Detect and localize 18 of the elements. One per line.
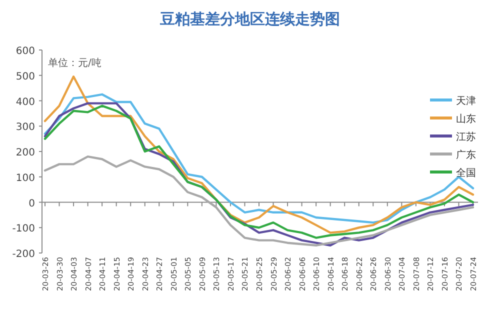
legend-label: 天津	[456, 95, 476, 107]
legend-label: 山东	[456, 113, 476, 125]
y-tick-label: 100	[16, 172, 35, 184]
line-series	[44, 93, 474, 224]
legend-label: 广东	[456, 149, 476, 161]
y-tick-label: -200	[12, 249, 35, 260]
legend-label: 江苏	[456, 131, 476, 143]
y-tick-label: 400	[16, 96, 35, 108]
y-tick-label: -100	[12, 224, 35, 235]
y-tick-label: 500	[16, 71, 35, 82]
y-tick-label: 600	[16, 46, 35, 57]
annotation: 单位：元/吨	[48, 57, 102, 69]
y-tick-label: 0	[28, 198, 35, 210]
line-series	[44, 76, 474, 234]
legend-label: 全国	[456, 167, 476, 179]
y-tick-label: 200	[16, 148, 35, 158]
chart-title: 豆粕基差分地区连续走势图	[159, 10, 340, 28]
y-tick-label: 300	[16, 122, 35, 134]
